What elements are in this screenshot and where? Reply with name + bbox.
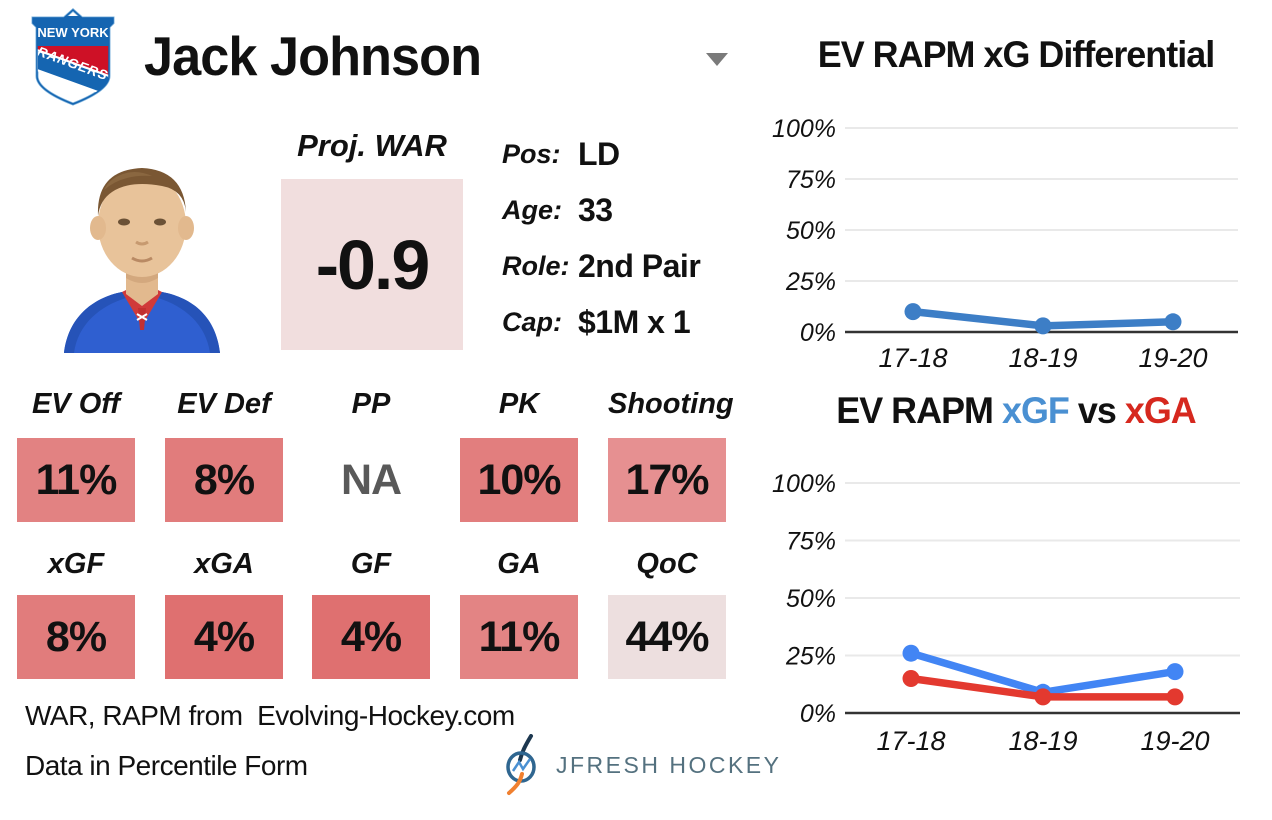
info-label: Age: bbox=[502, 194, 562, 225]
xgf-vs-xga-chart: 0% 25% 50% 75% 100% 17-18 18-19 19-20 bbox=[772, 470, 1240, 756]
player-info: Pos: LD Age: 33 Role: 2nd Pair Cap: $1M … bbox=[502, 126, 701, 350]
stat-value-box: 17% bbox=[608, 438, 726, 522]
page-title: Jack Johnson bbox=[144, 25, 482, 87]
svg-text:50%: 50% bbox=[786, 217, 836, 245]
info-value: $1M x 1 bbox=[578, 303, 691, 340]
svg-text:50%: 50% bbox=[786, 585, 836, 613]
info-row-age: Age: 33 bbox=[502, 182, 700, 238]
info-label: Role: bbox=[502, 250, 570, 281]
stat-value-box: 8% bbox=[165, 438, 283, 522]
stat-label: QoC bbox=[636, 548, 698, 580]
info-label: Cap: bbox=[502, 306, 562, 337]
svg-text:0%: 0% bbox=[800, 319, 836, 347]
stat-label: GA bbox=[497, 548, 541, 580]
svg-text:25%: 25% bbox=[785, 643, 836, 671]
stat-label: EV Off bbox=[31, 388, 121, 420]
stat-label: Shooting bbox=[608, 388, 734, 420]
chevron-down-icon[interactable] bbox=[706, 53, 728, 66]
rangers-logo-icon: NEW YORK RANGERS bbox=[24, 6, 122, 108]
chart-title-segment: vs bbox=[1068, 390, 1125, 431]
info-value: LD bbox=[578, 135, 620, 172]
source-note: WAR, RAPM from Evolving-Hockey.com bbox=[25, 700, 515, 731]
stat-value-box: NA bbox=[340, 455, 402, 504]
stat-label: PP bbox=[351, 388, 391, 420]
stat-label: GF bbox=[350, 548, 392, 580]
svg-text:75%: 75% bbox=[786, 166, 836, 194]
stat-label: EV Def bbox=[177, 388, 271, 420]
stat-value-box: 10% bbox=[460, 438, 578, 522]
svg-text:17-18: 17-18 bbox=[878, 343, 947, 373]
stat-value-box: 11% bbox=[17, 438, 135, 522]
svg-text:75%: 75% bbox=[786, 528, 836, 556]
stat-label: xGF bbox=[47, 548, 105, 580]
stat-value-box: 44% bbox=[608, 595, 726, 679]
chart1-title: EV RAPM xG Differential bbox=[817, 34, 1215, 75]
proj-war-value: -0.9 bbox=[281, 179, 463, 350]
svg-text:25%: 25% bbox=[785, 268, 836, 296]
svg-text:18-19: 18-19 bbox=[1008, 726, 1077, 756]
info-value: 33 bbox=[578, 191, 613, 228]
svg-text:19-20: 19-20 bbox=[1140, 726, 1209, 756]
svg-text:NEW YORK: NEW YORK bbox=[37, 25, 109, 40]
svg-text:18-19: 18-19 bbox=[1008, 343, 1077, 373]
chart-title-segment: xGF bbox=[1001, 390, 1070, 431]
brand-name: JFRESH HOCKEY bbox=[556, 752, 782, 778]
chart-title-segment: EV RAPM bbox=[836, 390, 1002, 431]
stat-value-box: 11% bbox=[460, 595, 578, 679]
svg-text:0%: 0% bbox=[800, 700, 836, 728]
percentile-note: Data in Percentile Form bbox=[25, 750, 308, 781]
chart-title-segment: xGA bbox=[1124, 390, 1197, 431]
stat-value-box: 4% bbox=[312, 595, 430, 679]
svg-text:100%: 100% bbox=[772, 470, 836, 498]
player-photo bbox=[34, 130, 250, 353]
stat-value-box: 8% bbox=[17, 595, 135, 679]
info-row-pos: Pos: LD bbox=[502, 126, 700, 182]
jfresh-logo-icon bbox=[497, 734, 551, 796]
chart2-title: EV RAPM xGF vs xGA bbox=[768, 390, 1265, 432]
info-row-role: Role: 2nd Pair bbox=[502, 238, 701, 294]
xg-differential-chart: 0% 25% 50% 75% 100% 17-18 18-19 19-20 bbox=[772, 115, 1238, 373]
svg-text:100%: 100% bbox=[772, 115, 836, 143]
stat-value-box: 4% bbox=[165, 595, 283, 679]
svg-text:19-20: 19-20 bbox=[1138, 343, 1207, 373]
info-value: 2nd Pair bbox=[578, 247, 701, 284]
stat-label: xGA bbox=[194, 548, 254, 580]
stat-label: PK bbox=[498, 388, 540, 420]
svg-text:17-18: 17-18 bbox=[876, 726, 945, 756]
info-label: Pos: bbox=[502, 138, 561, 169]
info-row-cap: Cap: $1M x 1 bbox=[502, 294, 700, 350]
proj-war-label: Proj. WAR bbox=[297, 128, 447, 163]
